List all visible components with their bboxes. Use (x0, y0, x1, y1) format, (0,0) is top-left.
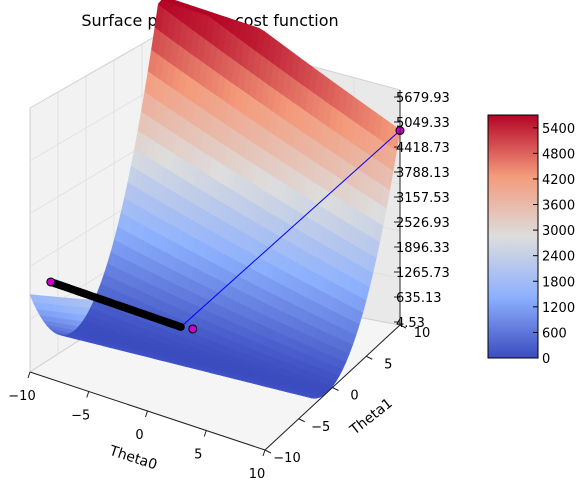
x-tick-mark (27, 371, 31, 379)
descent-min-marker (188, 324, 198, 334)
z-tick-label: 4.53 (396, 316, 425, 331)
y-tick-mark (399, 324, 407, 329)
y-tick-mark (332, 387, 339, 391)
x-tick-label: −5 (71, 409, 90, 424)
z-tick-label: 4418.73 (396, 141, 450, 156)
x-tick-mark (262, 449, 266, 457)
colorbar-tick-label: 5400 (542, 122, 575, 137)
colorbar-tick-label: 4800 (542, 147, 575, 162)
z-ticks: 5679.93 5049.33 4418.73 3788.13 3157.53 2526.… (394, 91, 450, 331)
x-tick-label: 10 (249, 467, 266, 482)
z-tick-label: 2526.93 (396, 216, 450, 231)
colorbar-tick-label: 3000 (542, 224, 575, 239)
x-tick-label: 5 (194, 448, 202, 463)
y-tick-mark (366, 355, 373, 360)
descent-line (180, 130, 401, 328)
surface-patch (166, 0, 178, 5)
x-tick-mark (203, 430, 207, 437)
z-tick-label: 5679.93 (396, 91, 450, 106)
x-tick-label: 0 (135, 428, 143, 443)
y-tick-label: 0 (350, 389, 358, 404)
theta1-ticks: −10 −5 0 5 10 (264, 324, 431, 466)
colorbar-tick-label: 600 (542, 326, 567, 341)
z-tick-label: 1265.73 (396, 266, 450, 281)
colorbar-ticks: 5400 4800 4200 3600 3000 2400 1800 1200 600 0 (533, 122, 575, 367)
y-tick-mark (298, 418, 305, 423)
x-tick-label: −10 (8, 389, 35, 404)
z-tick-label: 5049.33 (396, 116, 450, 131)
theta0-ticks: −10 −5 0 5 10 (8, 371, 266, 482)
x-tick-mark (86, 391, 90, 398)
colorbar-tick-label: 1200 (542, 301, 575, 316)
y-tick-mark (264, 449, 272, 454)
z-tick-label: 3788.13 (396, 166, 450, 181)
z-tick-label: 635.13 (396, 291, 442, 306)
y-tick-label: 5 (384, 357, 392, 372)
z-tick-label: 1896.33 (396, 241, 450, 256)
descent-marker (46, 277, 56, 287)
colorbar-tick-label: 4200 (542, 173, 575, 188)
x-tick-mark (145, 410, 148, 418)
colorbar-tick-label: 3600 (542, 199, 575, 214)
z-tick-label: 3157.53 (396, 191, 450, 206)
cost-surface (29, 0, 401, 399)
y-tick-label: −10 (273, 451, 300, 466)
y-tick-label: −5 (311, 420, 330, 435)
x-axis-label: Theta0 (107, 443, 160, 474)
surface-patch (161, 0, 171, 3)
colorbar-tick-label: 2400 (542, 250, 575, 265)
descent-path (46, 126, 405, 334)
colorbar-tick-label: 1800 (542, 275, 575, 290)
colorbar (487, 114, 539, 359)
y-tick-label: 10 (414, 326, 431, 341)
colorbar-tick-label: 0 (542, 352, 550, 367)
